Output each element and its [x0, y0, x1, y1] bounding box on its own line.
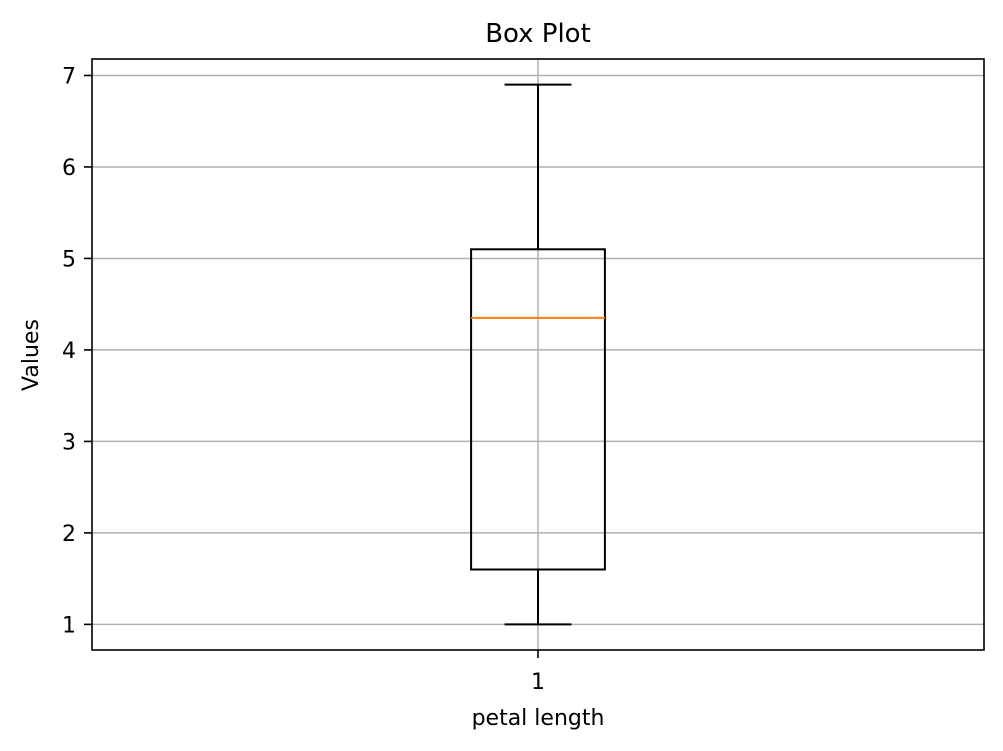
interquartile-box [470, 248, 606, 571]
y-tick-label: 4 [62, 339, 76, 364]
x-axis-label: petal length [472, 706, 605, 731]
y-tick-label: 7 [62, 64, 76, 89]
y-tick-label: 5 [62, 247, 76, 272]
x-tick-label: 1 [531, 670, 545, 695]
chart-title: Box Plot [485, 19, 591, 49]
box-series [470, 83, 606, 626]
y-tick-label: 3 [62, 430, 76, 455]
y-tick-label: 1 [62, 613, 76, 638]
y-tick-label: 2 [62, 522, 76, 547]
y-tick-label: 6 [62, 156, 76, 181]
box-item [470, 83, 606, 626]
axes: 1 2 3 4 5 6 7 1 [62, 58, 985, 695]
y-axis-label: Values [19, 319, 44, 391]
